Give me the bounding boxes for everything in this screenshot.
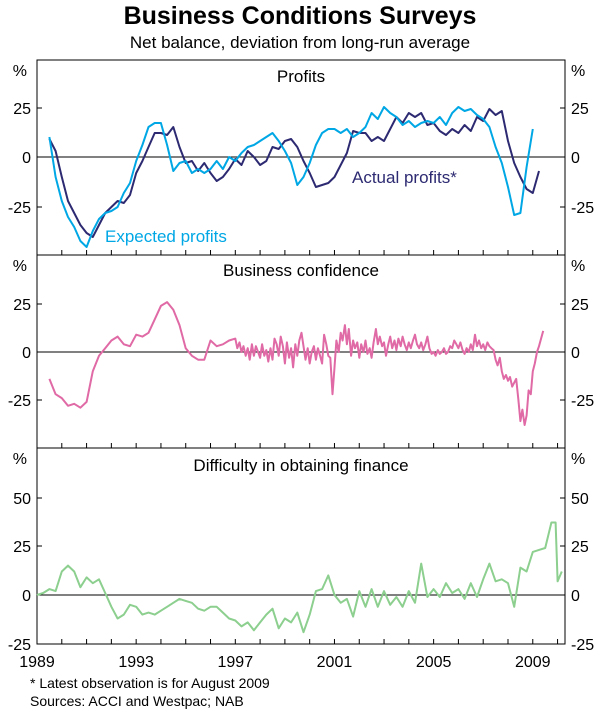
- series-line-confidence-0: [48, 301, 545, 426]
- x-tick-label: 1993: [118, 654, 154, 671]
- chart-subtitle: Net balance, deviation from long-run ave…: [129, 33, 471, 52]
- y-tick-label-left: -25: [8, 637, 31, 654]
- y-tick-label-right: 0: [571, 150, 580, 167]
- panel-title-finance: Difficulty in obtaining finance: [193, 456, 408, 475]
- y-unit-left: %: [13, 258, 27, 275]
- x-tick-label: 2001: [317, 654, 353, 671]
- y-tick-label-left: 25: [13, 539, 31, 556]
- panel-title-confidence: Business confidence: [223, 261, 379, 280]
- y-tick-label-right: 50: [571, 491, 589, 508]
- panel-title-profits: Profits: [277, 67, 325, 86]
- y-tick-label-right: 25: [571, 101, 589, 118]
- y-tick-label-left: 0: [22, 588, 31, 605]
- y-tick-label-right: 0: [571, 588, 580, 605]
- series-label: Actual profits*: [352, 168, 457, 187]
- x-tick-label: 2005: [416, 654, 452, 671]
- series-line-profits-0: [48, 108, 540, 238]
- y-tick-label-left: 50: [13, 491, 31, 508]
- y-tick-label-left: -25: [8, 200, 31, 217]
- y-tick-label-left: 0: [22, 345, 31, 362]
- y-tick-label-left: 0: [22, 150, 31, 167]
- x-tick-label: 2009: [515, 654, 551, 671]
- sources-note: Sources: ACCI and Westpac; NAB: [30, 693, 244, 709]
- y-unit-right: %: [571, 63, 585, 80]
- y-tick-label-right: -25: [571, 393, 594, 410]
- x-tick-label: 1997: [218, 654, 254, 671]
- y-tick-label-right: -25: [571, 637, 594, 654]
- y-unit-left: %: [13, 451, 27, 468]
- footnote: * Latest observation is for August 2009: [30, 675, 270, 691]
- y-tick-label-left: 25: [13, 297, 31, 314]
- y-tick-label-right: -25: [571, 200, 594, 217]
- y-tick-label-right: 25: [571, 297, 589, 314]
- series-label: Expected profits: [105, 227, 227, 246]
- chart-title: Business Conditions Surveys: [123, 2, 477, 30]
- y-unit-left: %: [13, 63, 27, 80]
- series-line-finance-0: [36, 521, 563, 634]
- y-tick-label-right: 0: [571, 345, 580, 362]
- y-tick-label-left: 25: [13, 101, 31, 118]
- y-unit-right: %: [571, 451, 585, 468]
- y-unit-right: %: [571, 258, 585, 275]
- y-tick-label-right: 25: [571, 539, 589, 556]
- y-tick-label-left: -25: [8, 393, 31, 410]
- x-tick-label: 1989: [19, 654, 55, 671]
- series-line-profits-1: [48, 106, 534, 248]
